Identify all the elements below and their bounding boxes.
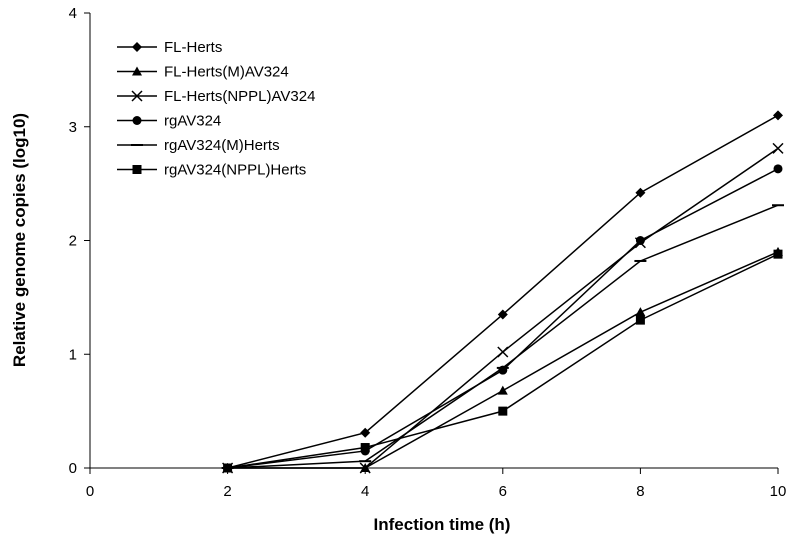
series-layer <box>221 110 784 474</box>
data-point <box>773 249 783 259</box>
data-point <box>635 307 646 317</box>
series-6 <box>223 249 783 473</box>
legend-entry: rgAV324(M)Herts <box>117 137 280 154</box>
legend-entry: FL-Herts(M)AV324 <box>117 64 289 81</box>
data-point <box>360 443 370 453</box>
data-point <box>773 110 783 121</box>
legend-entry: FL-Herts(NPPL)AV324 <box>117 88 315 105</box>
tick-labels: 0 1 2 3 4 0 2 4 6 8 10 <box>69 5 787 500</box>
legend-label: rgAV324(NPPL)Herts <box>164 162 306 179</box>
data-point <box>635 236 645 245</box>
x-tick-label: 10 <box>770 483 787 500</box>
legend-marker <box>132 66 142 76</box>
data-point <box>635 187 646 198</box>
data-point <box>497 346 509 358</box>
legend-label: rgAV324 <box>164 113 221 130</box>
y-tick-label: 2 <box>69 233 77 250</box>
x-tick-label: 8 <box>636 483 644 500</box>
x-tick-label: 2 <box>223 483 231 500</box>
y-tick-label: 1 <box>69 346 77 363</box>
series-3 <box>222 142 784 474</box>
data-point <box>360 427 371 438</box>
legend-label: FL-Herts <box>164 39 222 56</box>
data-point <box>359 462 371 474</box>
data-point <box>773 164 783 174</box>
x-tick-label: 4 <box>361 483 369 500</box>
legend-marker <box>132 165 142 174</box>
series-2 <box>222 246 783 472</box>
data-point <box>635 315 645 325</box>
legend-label: FL-Herts(NPPL)AV324 <box>164 88 315 105</box>
data-point <box>223 463 233 473</box>
data-point <box>497 385 508 395</box>
x-axis-title: Infection time (h) <box>374 515 511 534</box>
legend-marker <box>132 116 142 125</box>
series-line <box>227 147 779 469</box>
x-tick-label: 0 <box>86 483 94 500</box>
axes <box>84 12 779 474</box>
data-point <box>497 309 508 320</box>
legend-marker <box>132 42 142 52</box>
series-line <box>227 253 779 469</box>
series-5 <box>221 204 784 469</box>
data-point <box>498 406 508 416</box>
legend-label: rgAV324(M)Herts <box>164 137 280 154</box>
legend: FL-Herts FL-Herts(M)AV324 FL-Herts(NPPL)AV… <box>117 39 315 179</box>
legend-entry: FL-Herts <box>117 39 222 56</box>
legend-marker <box>131 90 143 102</box>
legend-entry: rgAV324(NPPL)Herts <box>117 162 306 179</box>
legend-entry: rgAV324 <box>117 113 221 130</box>
y-axis-title: Relative genome copies (log10) <box>10 113 29 367</box>
series-line <box>227 251 779 469</box>
data-point <box>772 142 784 154</box>
y-tick-label: 4 <box>69 5 77 22</box>
y-tick-label: 3 <box>69 119 77 136</box>
series-line <box>227 204 779 469</box>
legend-label: FL-Herts(M)AV324 <box>164 64 289 81</box>
x-tick-label: 6 <box>499 483 507 500</box>
y-tick-label: 0 <box>69 460 77 477</box>
